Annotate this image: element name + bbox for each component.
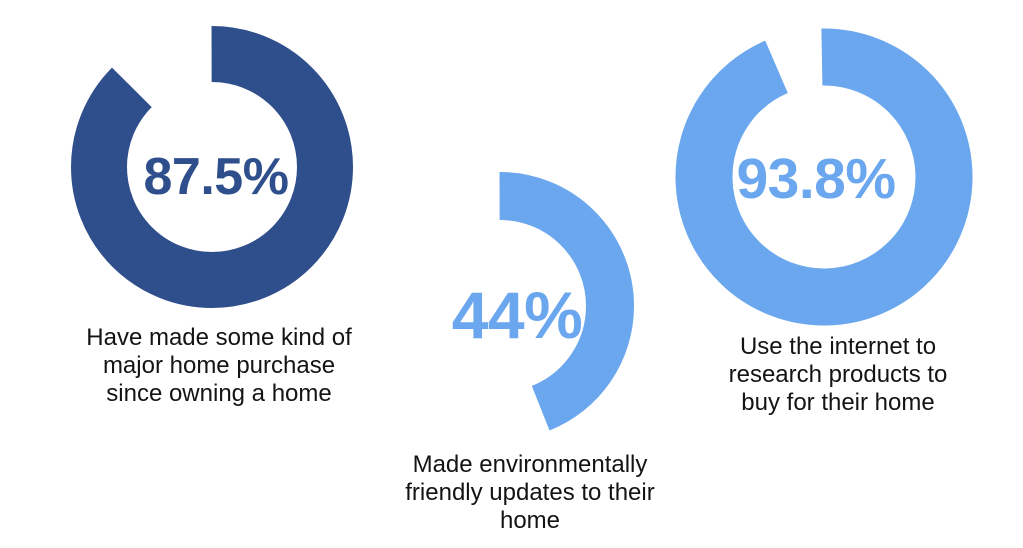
caption-line: Have made some kind of xyxy=(86,324,352,351)
caption-line: buy for their home xyxy=(741,389,935,416)
donut-ring-svg xyxy=(366,172,634,440)
caption-line: home xyxy=(499,507,561,534)
caption-line: research products to xyxy=(728,361,948,388)
caption-line: major home purchase xyxy=(102,352,336,379)
caption-line: since owning a home xyxy=(106,380,332,407)
caption-major-home-purchase: Have made some kind of major home purcha… xyxy=(49,324,389,408)
donut-ring-svg xyxy=(71,26,353,308)
donut-chart-major-home-purchase: 87.5% xyxy=(70,25,354,309)
caption-eco-friendly-updates: Made environmentally friendly updates to… xyxy=(360,451,700,535)
donut-chart-eco-friendly-updates: 44% xyxy=(366,172,634,440)
caption-internet-research: Use the internet to research products to… xyxy=(668,333,1008,417)
donut-arc xyxy=(675,28,973,326)
donut-arc xyxy=(71,26,353,308)
caption-line: Use the internet to xyxy=(739,333,937,360)
caption-line: Made environmentally xyxy=(412,451,648,478)
donut-chart-internet-research: 93.8% xyxy=(675,28,973,326)
donut-arc xyxy=(366,172,634,440)
donut-ring-svg xyxy=(675,28,973,326)
caption-line: friendly updates to their xyxy=(405,479,655,506)
